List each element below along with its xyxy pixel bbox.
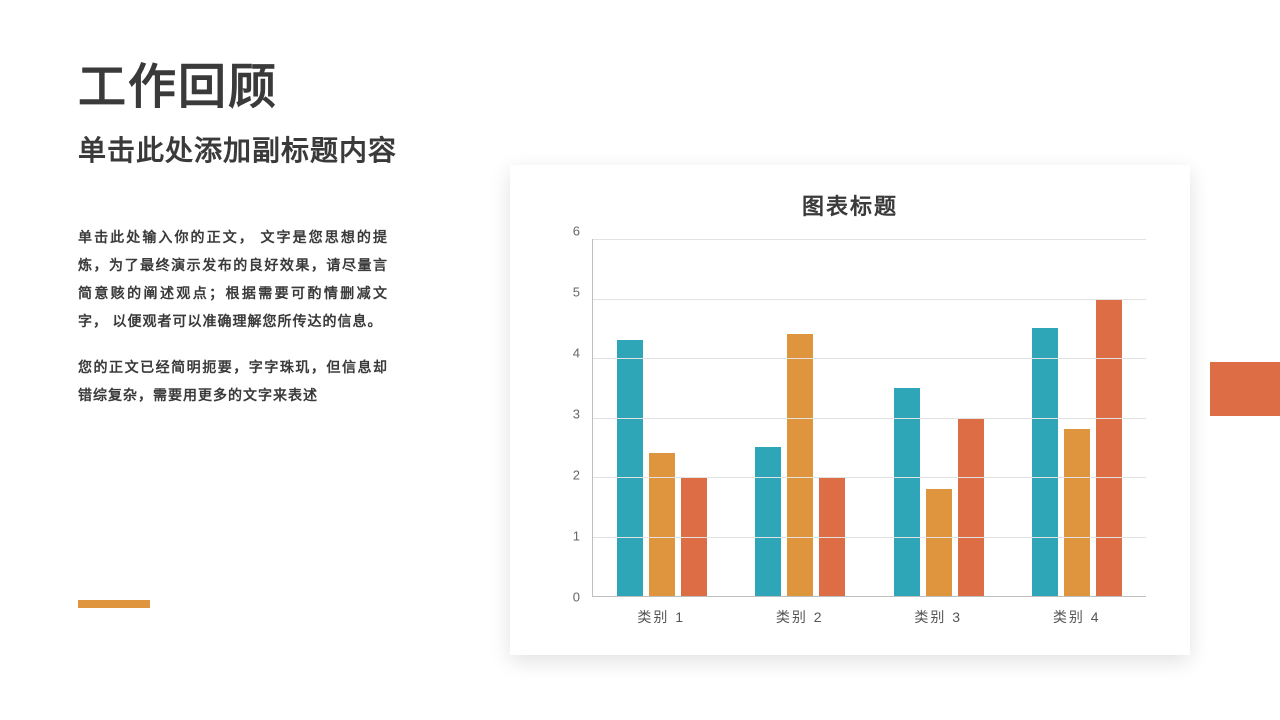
chart-x-label: 类别 2	[731, 601, 870, 629]
chart-y-tick: 0	[573, 590, 580, 605]
chart-y-axis: 0123456	[544, 231, 586, 597]
body-paragraph-2: 您的正文已经简明扼要，字字珠玑，但信息却错综复杂，需要用更多的文字来表述	[78, 355, 388, 411]
chart-gridline	[593, 418, 1146, 419]
chart-x-label: 类别 4	[1008, 601, 1147, 629]
title-block: 工作回顾 单击此处添加副标题内容	[78, 62, 518, 169]
chart-plot-area	[592, 239, 1146, 597]
chart-bar	[755, 447, 781, 596]
chart-gridline	[593, 477, 1146, 478]
chart-y-tick: 6	[573, 224, 580, 239]
chart-y-tick: 3	[573, 407, 580, 422]
chart-y-tick: 2	[573, 468, 580, 483]
chart-y-tick: 5	[573, 285, 580, 300]
body-text-block: 单击此处输入你的正文， 文字是您思想的提炼，为了最终演示发布的良好效果，请尽量言…	[78, 225, 388, 411]
chart-gridline	[593, 239, 1146, 240]
chart-bar	[926, 489, 952, 596]
chart-bar	[894, 388, 920, 596]
chart-bar	[649, 453, 675, 596]
chart-x-label: 类别 1	[592, 601, 731, 629]
chart-y-tick: 1	[573, 529, 580, 544]
chart-gridline	[593, 537, 1146, 538]
chart-bar	[1032, 328, 1058, 596]
side-accent-block	[1210, 362, 1280, 416]
chart-x-axis: 类别 1类别 2类别 3类别 4	[592, 601, 1146, 629]
body-paragraph-1: 单击此处输入你的正文， 文字是您思想的提炼，为了最终演示发布的良好效果，请尽量言…	[78, 225, 388, 337]
chart-gridline	[593, 358, 1146, 359]
chart-gridline	[593, 299, 1146, 300]
chart-bar	[787, 334, 813, 596]
chart-x-label: 类别 3	[869, 601, 1008, 629]
accent-bar	[78, 600, 150, 608]
chart-bar	[1064, 429, 1090, 596]
chart-plot: 0123456 类别 1类别 2类别 3类别 4	[544, 231, 1156, 629]
main-title: 工作回顾	[78, 62, 518, 115]
chart-bar	[1096, 299, 1122, 597]
chart-title: 图表标题	[544, 189, 1156, 221]
chart-card: 图表标题 0 1 2 3 4 5 6 类别 1类别 2类别 3类别 4	[510, 165, 1190, 655]
chart-bar	[958, 418, 984, 597]
chart-bar	[617, 340, 643, 596]
chart-y-tick: 4	[573, 346, 580, 361]
sub-title: 单击此处添加副标题内容	[78, 129, 518, 169]
